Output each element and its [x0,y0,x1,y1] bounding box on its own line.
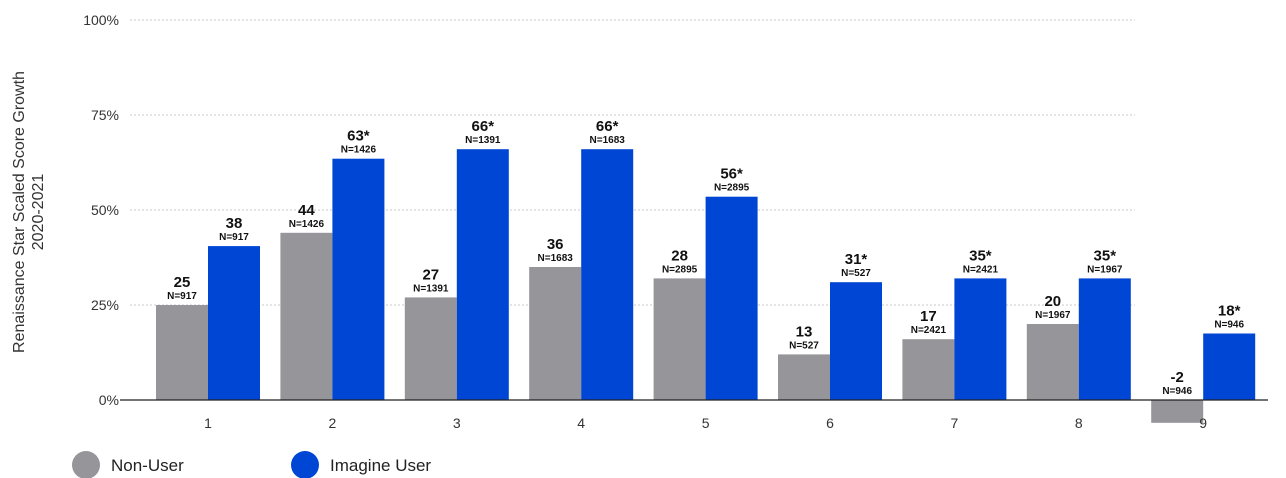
bar-imagine-user-5 [705,196,758,400]
value-label: 35* [969,247,992,264]
value-label: 66* [472,118,495,135]
legend-label: Imagine User [330,456,431,475]
value-label: 63* [347,128,370,145]
value-label: 66* [596,118,619,135]
bar-imagine-user-1 [208,246,260,400]
n-label: N=1426 [289,219,325,230]
bar-non-user-8 [1026,324,1079,400]
bar-non-user-7 [902,339,955,400]
n-label: N=917 [167,291,197,302]
legend-swatch-imagine-user [291,451,319,478]
value-label: 44 [298,202,315,219]
n-label: N=527 [789,340,819,351]
y-axis-label: Renaissance Star Scaled Score Growth 2020… [11,71,47,353]
value-label: 35* [1094,247,1117,264]
x-tick-label: 4 [577,415,585,431]
value-label: 20 [1044,293,1061,310]
x-tick-label: 9 [1199,415,1207,431]
x-tick-label: 3 [453,415,461,431]
value-label: -2 [1171,369,1184,386]
y-tick-label: 25% [91,297,119,313]
bar-imagine-user-9 [1203,333,1256,400]
value-label: 18* [1218,303,1241,320]
bar-imagine-user-2 [332,158,385,400]
value-label: 38 [226,215,243,232]
n-label: N=1967 [1087,264,1123,275]
y-tick-labels: 0% 25% 50% 75% 100% [83,12,119,408]
n-label: N=946 [1162,386,1192,397]
y-tick-label: 100% [83,12,119,28]
n-label: N=527 [841,268,871,279]
n-label: N=917 [219,232,249,243]
bar-non-user-4 [529,267,582,400]
n-label: N=1683 [538,253,574,264]
bars-layer [156,149,1256,423]
y-axis-title: Renaissance Star Scaled Score Growth 2020… [11,71,47,353]
x-tick-label: 7 [951,415,959,431]
bar-imagine-user-6 [830,282,882,400]
n-label: N=2421 [911,325,947,336]
legend: Non-User Imagine User [72,451,431,478]
x-tick-label: 5 [702,415,710,431]
n-label: N=2421 [963,264,999,275]
n-label: N=1683 [590,135,626,146]
legend-swatch-non-user [72,451,100,478]
y-tick-label: 75% [91,107,119,123]
value-label: 25 [174,274,191,291]
value-label: 13 [796,323,813,340]
value-label: 27 [422,266,439,283]
n-label: N=2895 [714,183,750,194]
bar-non-user-1 [156,305,208,400]
x-tick-label: 8 [1075,415,1083,431]
n-label: N=1391 [413,283,449,294]
bar-non-user-5 [653,278,706,400]
bar-imagine-user-8 [1078,278,1131,400]
n-label: N=2895 [662,264,698,275]
n-label: N=946 [1214,320,1244,331]
bar-imagine-user-4 [581,149,634,400]
y-axis-label-line: 2020-2021 [30,174,47,251]
value-label: 36 [547,236,564,253]
x-tick-label: 6 [826,415,834,431]
value-label: 31* [845,251,868,268]
y-tick-label: 50% [91,202,119,218]
value-label: 28 [671,247,688,264]
bar-non-user-6 [778,354,830,400]
bar-non-user-9 [1151,400,1204,423]
y-axis-label-line: Renaissance Star Scaled Score Growth [11,71,28,353]
bar-non-user-3 [404,297,457,400]
value-label: 56* [720,166,743,183]
x-tick-label: 1 [204,415,212,431]
x-tick-label: 2 [329,415,337,431]
bar-imagine-user-3 [456,149,509,400]
n-label: N=1391 [465,135,501,146]
y-tick-label: 0% [99,392,119,408]
legend-label: Non-User [111,456,184,475]
n-label: N=1967 [1035,310,1071,321]
bar-non-user-2 [280,232,333,400]
n-label: N=1426 [341,145,377,156]
value-label: 17 [920,308,937,325]
x-tick-labels: 1 2 3 4 5 6 7 8 9 [204,415,1207,431]
bar-imagine-user-7 [954,278,1007,400]
